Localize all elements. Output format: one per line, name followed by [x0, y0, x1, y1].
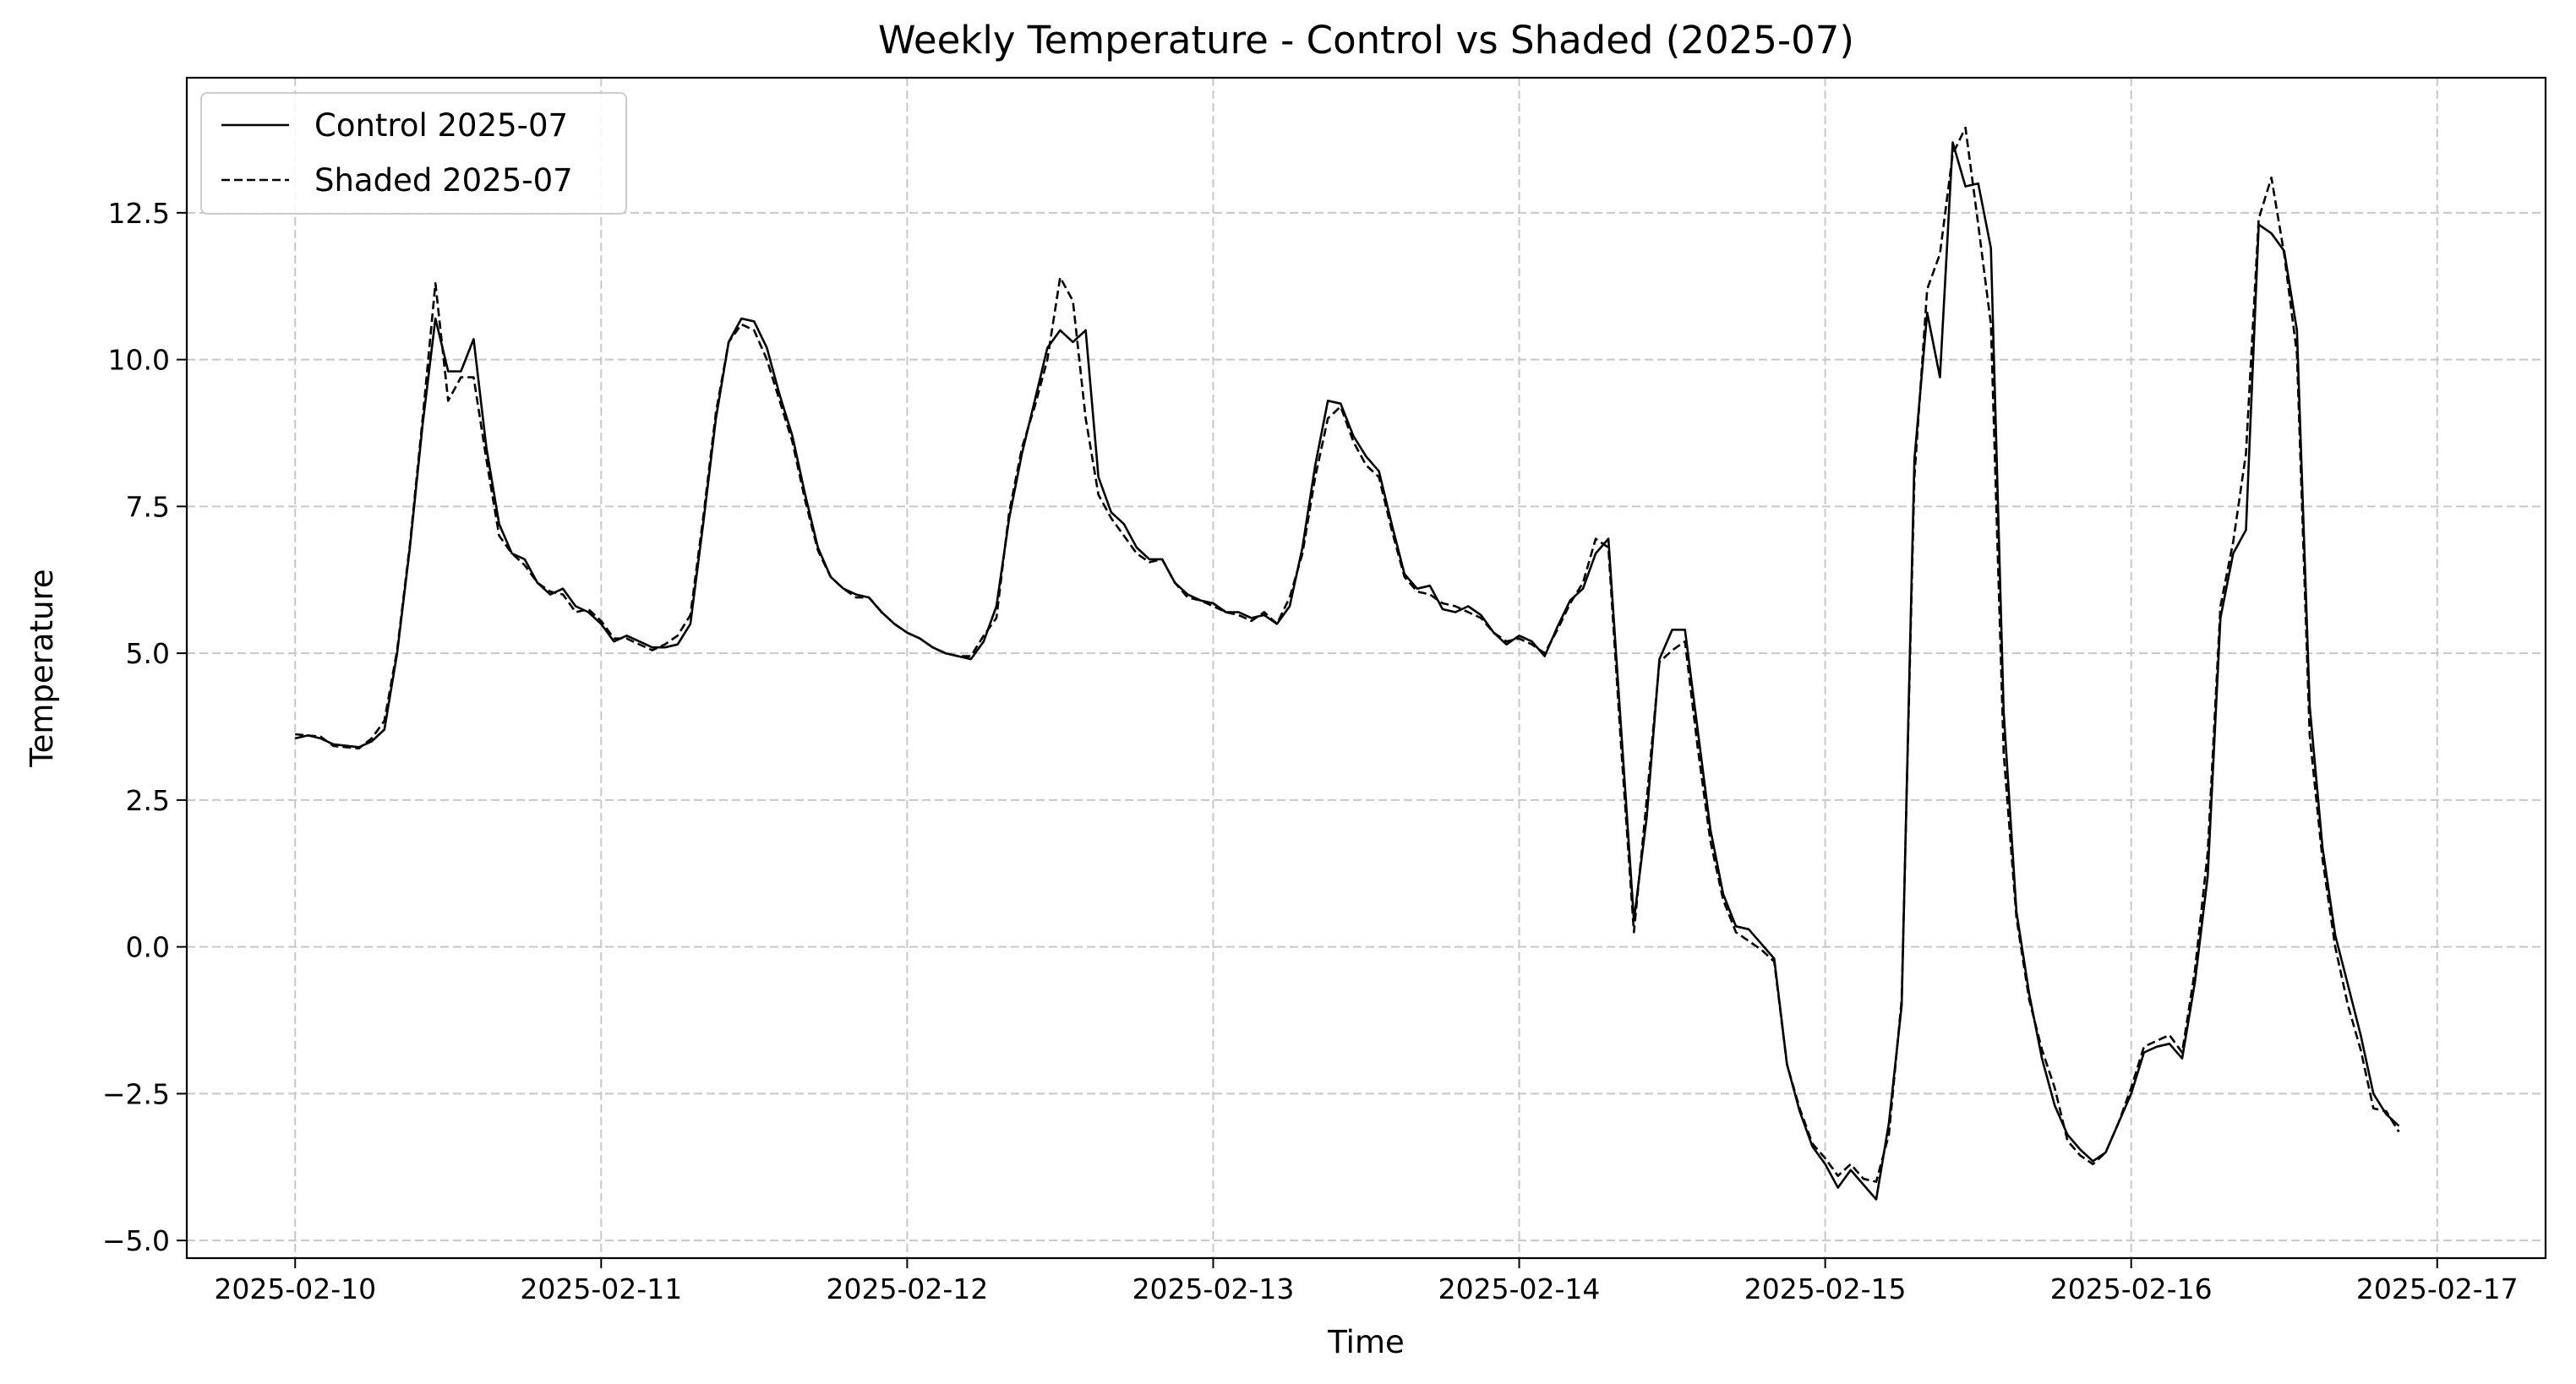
x-tick-label: 2025-02-16 — [2050, 1272, 2213, 1305]
y-tick-label: 7.5 — [126, 490, 170, 523]
axis-ticks: 2025-02-10 2025-02-11 2025-02-12 2025-02-13… — [102, 197, 2519, 1305]
legend-box — [200, 92, 627, 215]
y-tick-label: 5.0 — [126, 637, 170, 670]
y-tick-label: 2.5 — [126, 784, 170, 817]
plot-frame — [185, 76, 2547, 1260]
x-tick-label: 2025-02-17 — [2356, 1272, 2519, 1305]
legend-label-shaded: Shaded 2025-07 — [314, 162, 573, 199]
y-tick-label: 12.5 — [108, 197, 170, 230]
x-tick-label: 2025-02-13 — [1132, 1272, 1295, 1305]
y-axis-title: Temperature — [24, 569, 60, 767]
series-lines — [294, 126, 2400, 1201]
legend-label-control: Control 2025-07 — [314, 107, 568, 144]
series-line-shaded — [295, 126, 2400, 1183]
x-tick-label: 2025-02-11 — [520, 1272, 682, 1305]
x-tick-label: 2025-02-15 — [1744, 1272, 1907, 1305]
y-tick-label: −5.0 — [102, 1224, 170, 1257]
legend: Control 2025-07 Shaded 2025-07 — [200, 92, 627, 215]
y-tick-label: −2.5 — [102, 1077, 170, 1110]
x-tick-label: 2025-02-12 — [826, 1272, 988, 1305]
x-axis-title: Time — [1327, 1324, 1405, 1360]
y-tick-label: 10.0 — [108, 344, 170, 377]
x-tick-label: 2025-02-10 — [214, 1272, 376, 1305]
grid-lines — [187, 78, 2546, 1258]
x-tick-label: 2025-02-14 — [1438, 1272, 1601, 1305]
chart-title: Weekly Temperature - Control vs Shaded (… — [878, 18, 1854, 63]
y-tick-label: 0.0 — [126, 931, 170, 964]
